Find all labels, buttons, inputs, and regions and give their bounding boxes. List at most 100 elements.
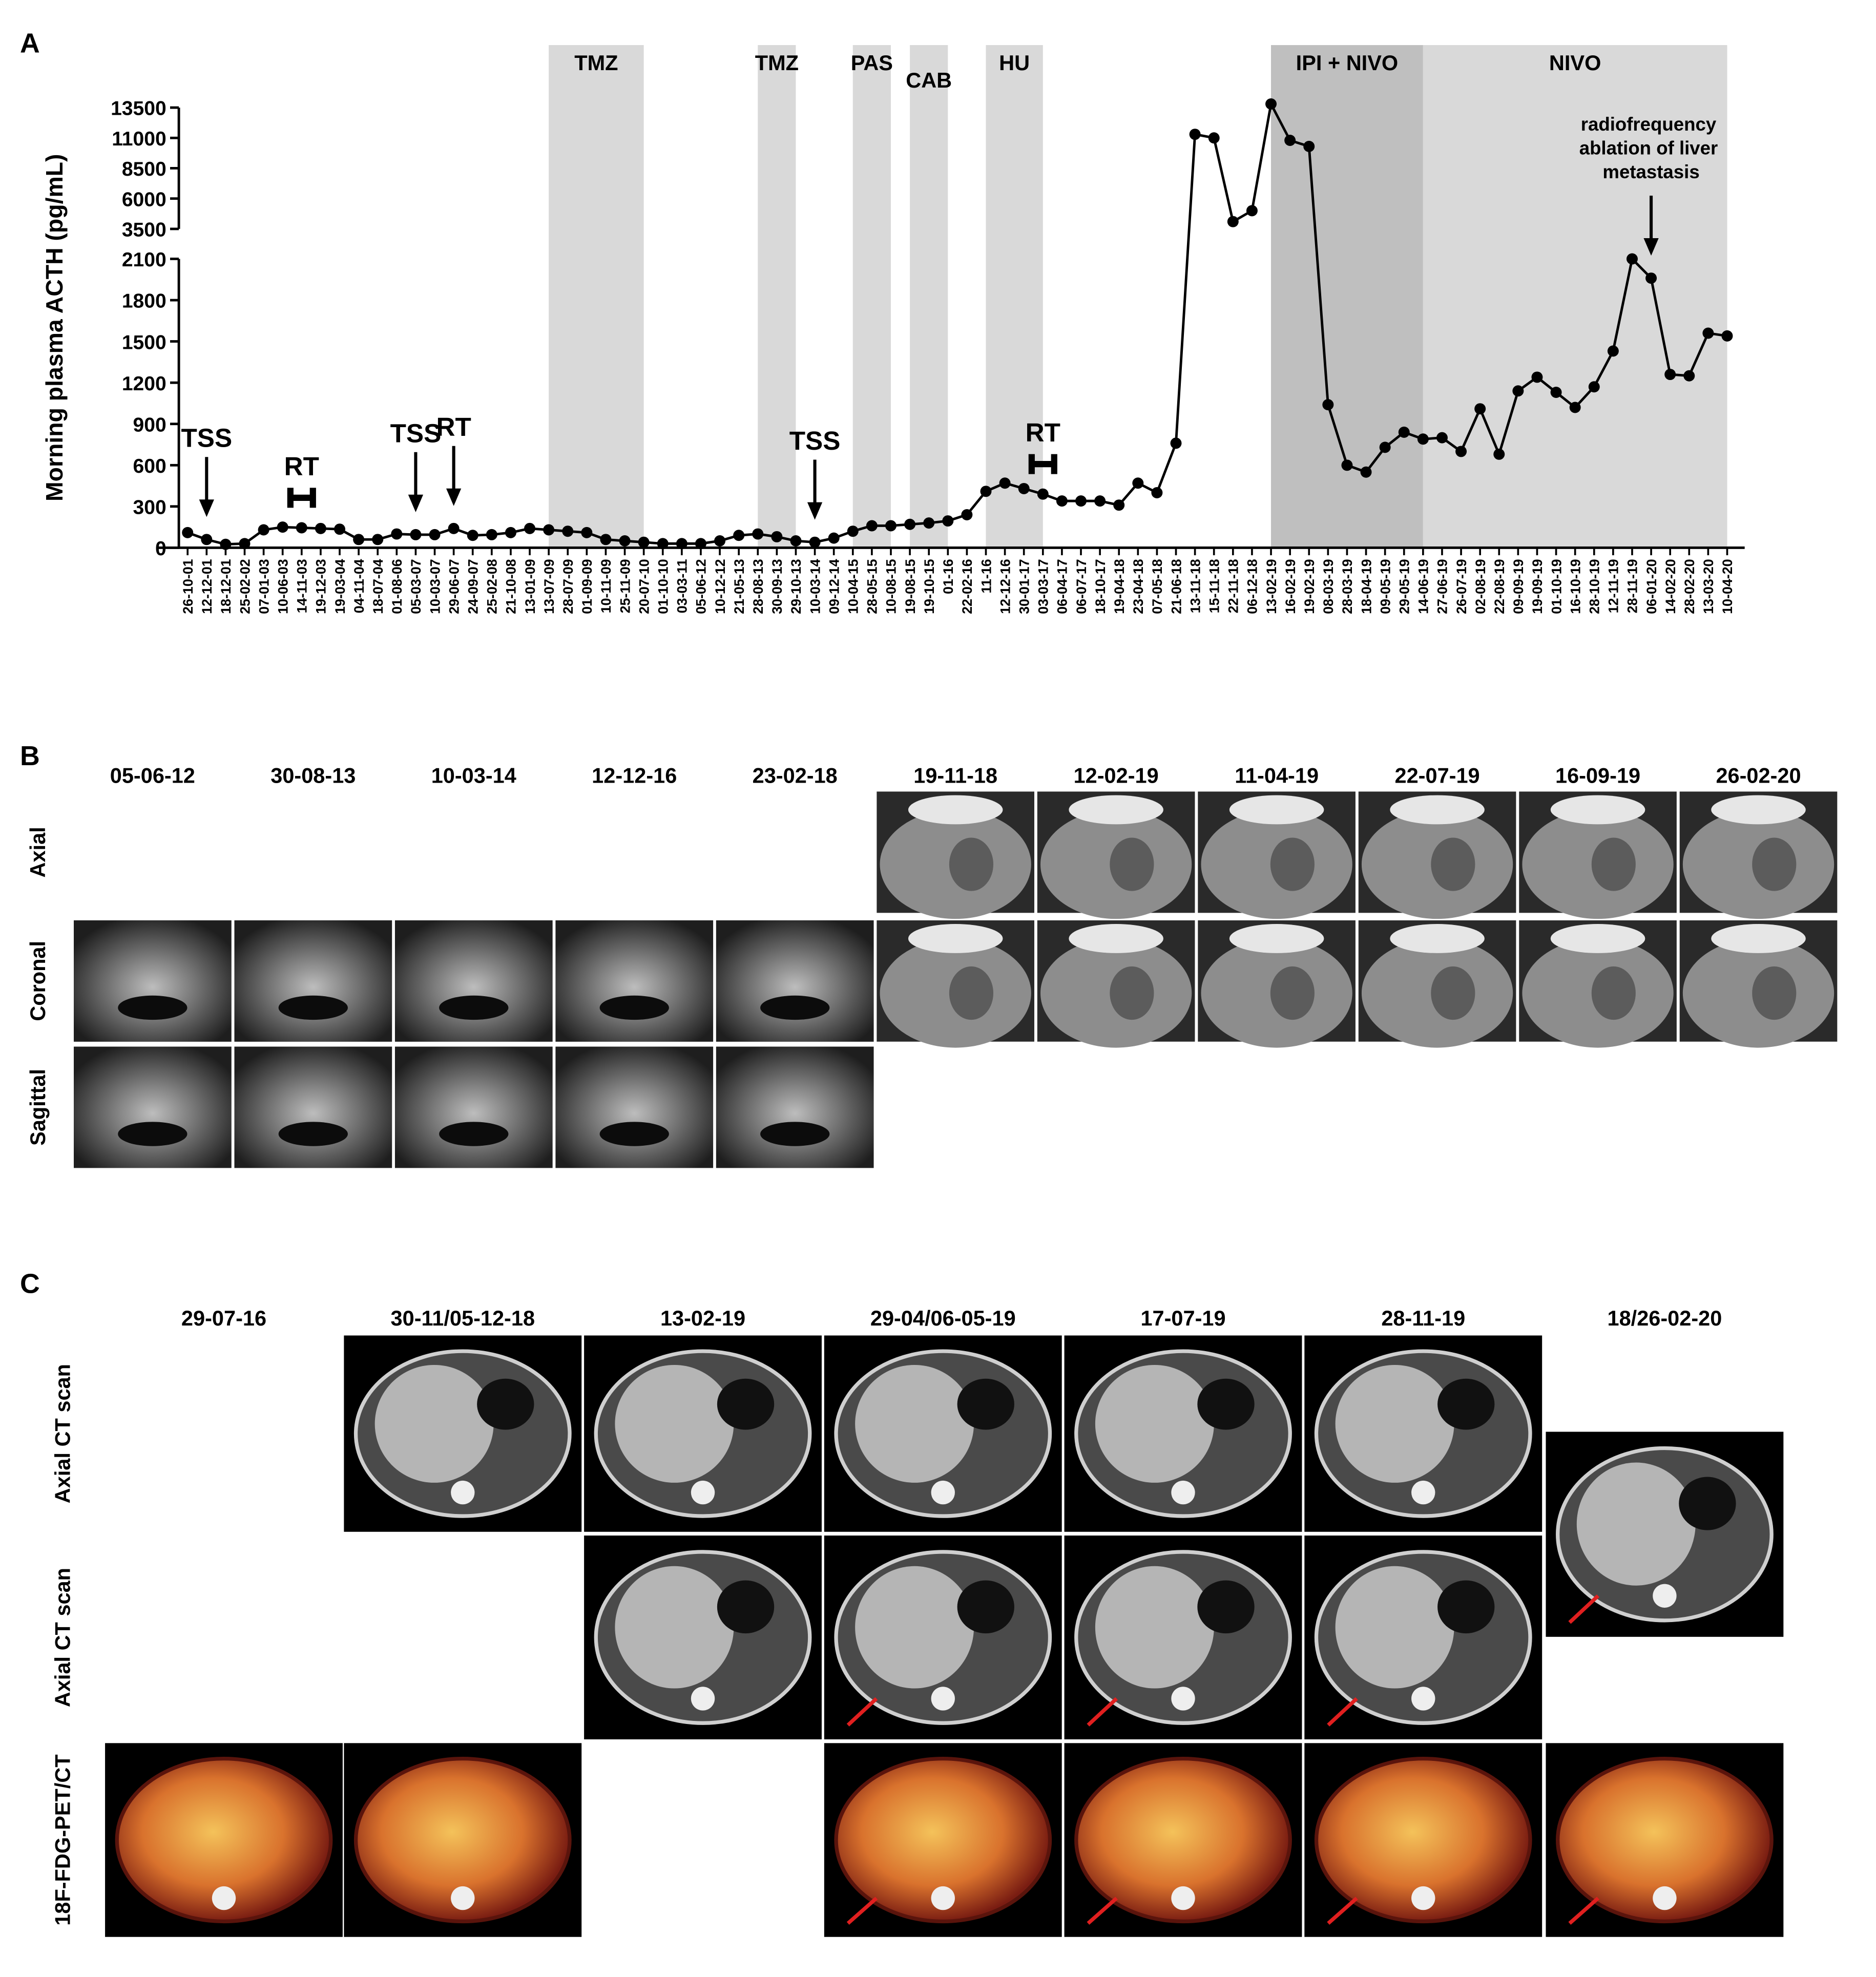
x-tick-label: 10-11-09 xyxy=(598,559,614,613)
scan-spine xyxy=(1411,1687,1435,1711)
data-point xyxy=(1493,448,1505,460)
data-point xyxy=(961,509,973,520)
x-tick-label: 06-04-17 xyxy=(1055,559,1070,614)
scan-spine xyxy=(691,1480,715,1505)
x-tick-label: 10-06-03 xyxy=(275,559,290,614)
y-tick-label: 600 xyxy=(133,455,166,477)
x-tick-label: 21-06-18 xyxy=(1169,559,1184,614)
x-tick-label: 25-02-02 xyxy=(237,559,253,614)
x-tick-label: 22-11-18 xyxy=(1226,559,1241,613)
panel-label: C xyxy=(20,1268,40,1299)
data-point xyxy=(1094,495,1106,507)
scan-body xyxy=(353,1756,572,1924)
rt-bracket xyxy=(287,488,316,508)
scan-liver xyxy=(374,1364,494,1483)
scan-image xyxy=(824,1743,1062,1937)
data-point xyxy=(486,529,497,540)
data-point xyxy=(1550,386,1562,398)
data-point xyxy=(1645,272,1657,284)
scan-body xyxy=(1314,1756,1532,1924)
row-label: Axial CT scan xyxy=(51,1568,75,1707)
scan-bone xyxy=(760,995,830,1020)
column-date: 22-07-19 xyxy=(1395,763,1480,787)
x-tick-label: 10-03-14 xyxy=(807,559,823,614)
scan-image xyxy=(74,1046,232,1168)
scan-bone xyxy=(439,1122,509,1146)
scan-image xyxy=(344,1335,582,1532)
data-point xyxy=(847,525,859,537)
data-point xyxy=(1227,216,1239,227)
data-point xyxy=(258,524,269,536)
x-tick-label: 18-07-04 xyxy=(370,559,386,614)
column-date: 26-02-20 xyxy=(1716,763,1801,787)
data-point xyxy=(448,522,460,534)
scan-image xyxy=(877,920,1034,1048)
scan-image xyxy=(1304,1335,1543,1532)
data-point xyxy=(1588,381,1600,393)
data-point xyxy=(733,530,745,541)
scan-image xyxy=(1358,791,1516,919)
x-tick-label: 10-03-07 xyxy=(427,559,443,614)
data-point xyxy=(467,530,478,541)
scan-lesion xyxy=(949,837,994,891)
data-point xyxy=(1721,330,1733,342)
scan-liver xyxy=(1335,1364,1454,1483)
scan-body xyxy=(1074,1756,1292,1924)
annotation: RT xyxy=(436,412,471,441)
treatment-label: NIVO xyxy=(1549,51,1601,75)
scan-image xyxy=(74,920,232,1042)
data-point xyxy=(752,528,764,540)
scan-liver xyxy=(1335,1566,1454,1689)
x-tick-label: 09-05-19 xyxy=(1378,559,1393,614)
scan-bone xyxy=(1229,795,1324,825)
x-tick-label: 26-07-19 xyxy=(1454,559,1469,614)
scan-stomach xyxy=(477,1378,534,1430)
column-date: 12-02-19 xyxy=(1074,763,1159,787)
x-tick-label: 30-09-13 xyxy=(769,559,785,614)
x-tick-label: 13-07-09 xyxy=(541,559,557,614)
scan-lesion xyxy=(1752,966,1797,1020)
x-tick-label: 11-16 xyxy=(978,559,994,593)
x-tick-label: 09-12-14 xyxy=(826,559,842,614)
scan-liver xyxy=(855,1566,974,1689)
treatment-span xyxy=(852,45,891,548)
scan-arrow xyxy=(1087,1697,1118,1727)
scan-stomach xyxy=(1437,1378,1495,1430)
data-point xyxy=(334,523,346,535)
x-tick-label: 16-02-19 xyxy=(1283,559,1298,614)
data-point xyxy=(353,534,365,545)
scan-tissue xyxy=(555,920,714,1042)
y-tick-label: 1500 xyxy=(122,331,166,353)
scan-tissue xyxy=(234,920,392,1042)
treatment-span xyxy=(758,45,796,548)
scan-bone xyxy=(908,924,1003,953)
column-date: 29-07-16 xyxy=(181,1306,266,1330)
x-tick-label: 07-01-03 xyxy=(256,559,272,614)
annotation-arrowhead xyxy=(199,499,214,517)
data-point xyxy=(809,536,821,548)
scan-bone xyxy=(599,995,669,1020)
scan-spine xyxy=(1171,1687,1195,1711)
scan-bone xyxy=(1069,924,1163,953)
scan-body xyxy=(115,1756,333,1924)
column-date: 16-09-19 xyxy=(1555,763,1640,787)
scan-image xyxy=(716,920,874,1042)
x-tick-label: 13-01-09 xyxy=(523,559,538,614)
scan-lesion xyxy=(1591,837,1636,891)
data-point xyxy=(885,520,897,532)
scan-image xyxy=(344,1743,582,1937)
x-tick-label: 12-12-01 xyxy=(199,559,215,614)
x-tick-label: 10-04-15 xyxy=(846,559,861,614)
scan-spine xyxy=(691,1687,715,1711)
x-tick-label: 19-12-03 xyxy=(314,559,329,614)
scan-image xyxy=(555,920,714,1042)
x-tick-label: 04-11-04 xyxy=(351,559,367,613)
x-tick-label: 10-12-12 xyxy=(713,559,728,614)
scan-image xyxy=(1064,1536,1302,1740)
data-point xyxy=(1170,437,1182,449)
data-point xyxy=(676,538,687,550)
panel-label: B xyxy=(20,741,40,771)
x-tick-label: 09-09-19 xyxy=(1511,559,1526,614)
y-tick-label: 2100 xyxy=(122,249,166,271)
